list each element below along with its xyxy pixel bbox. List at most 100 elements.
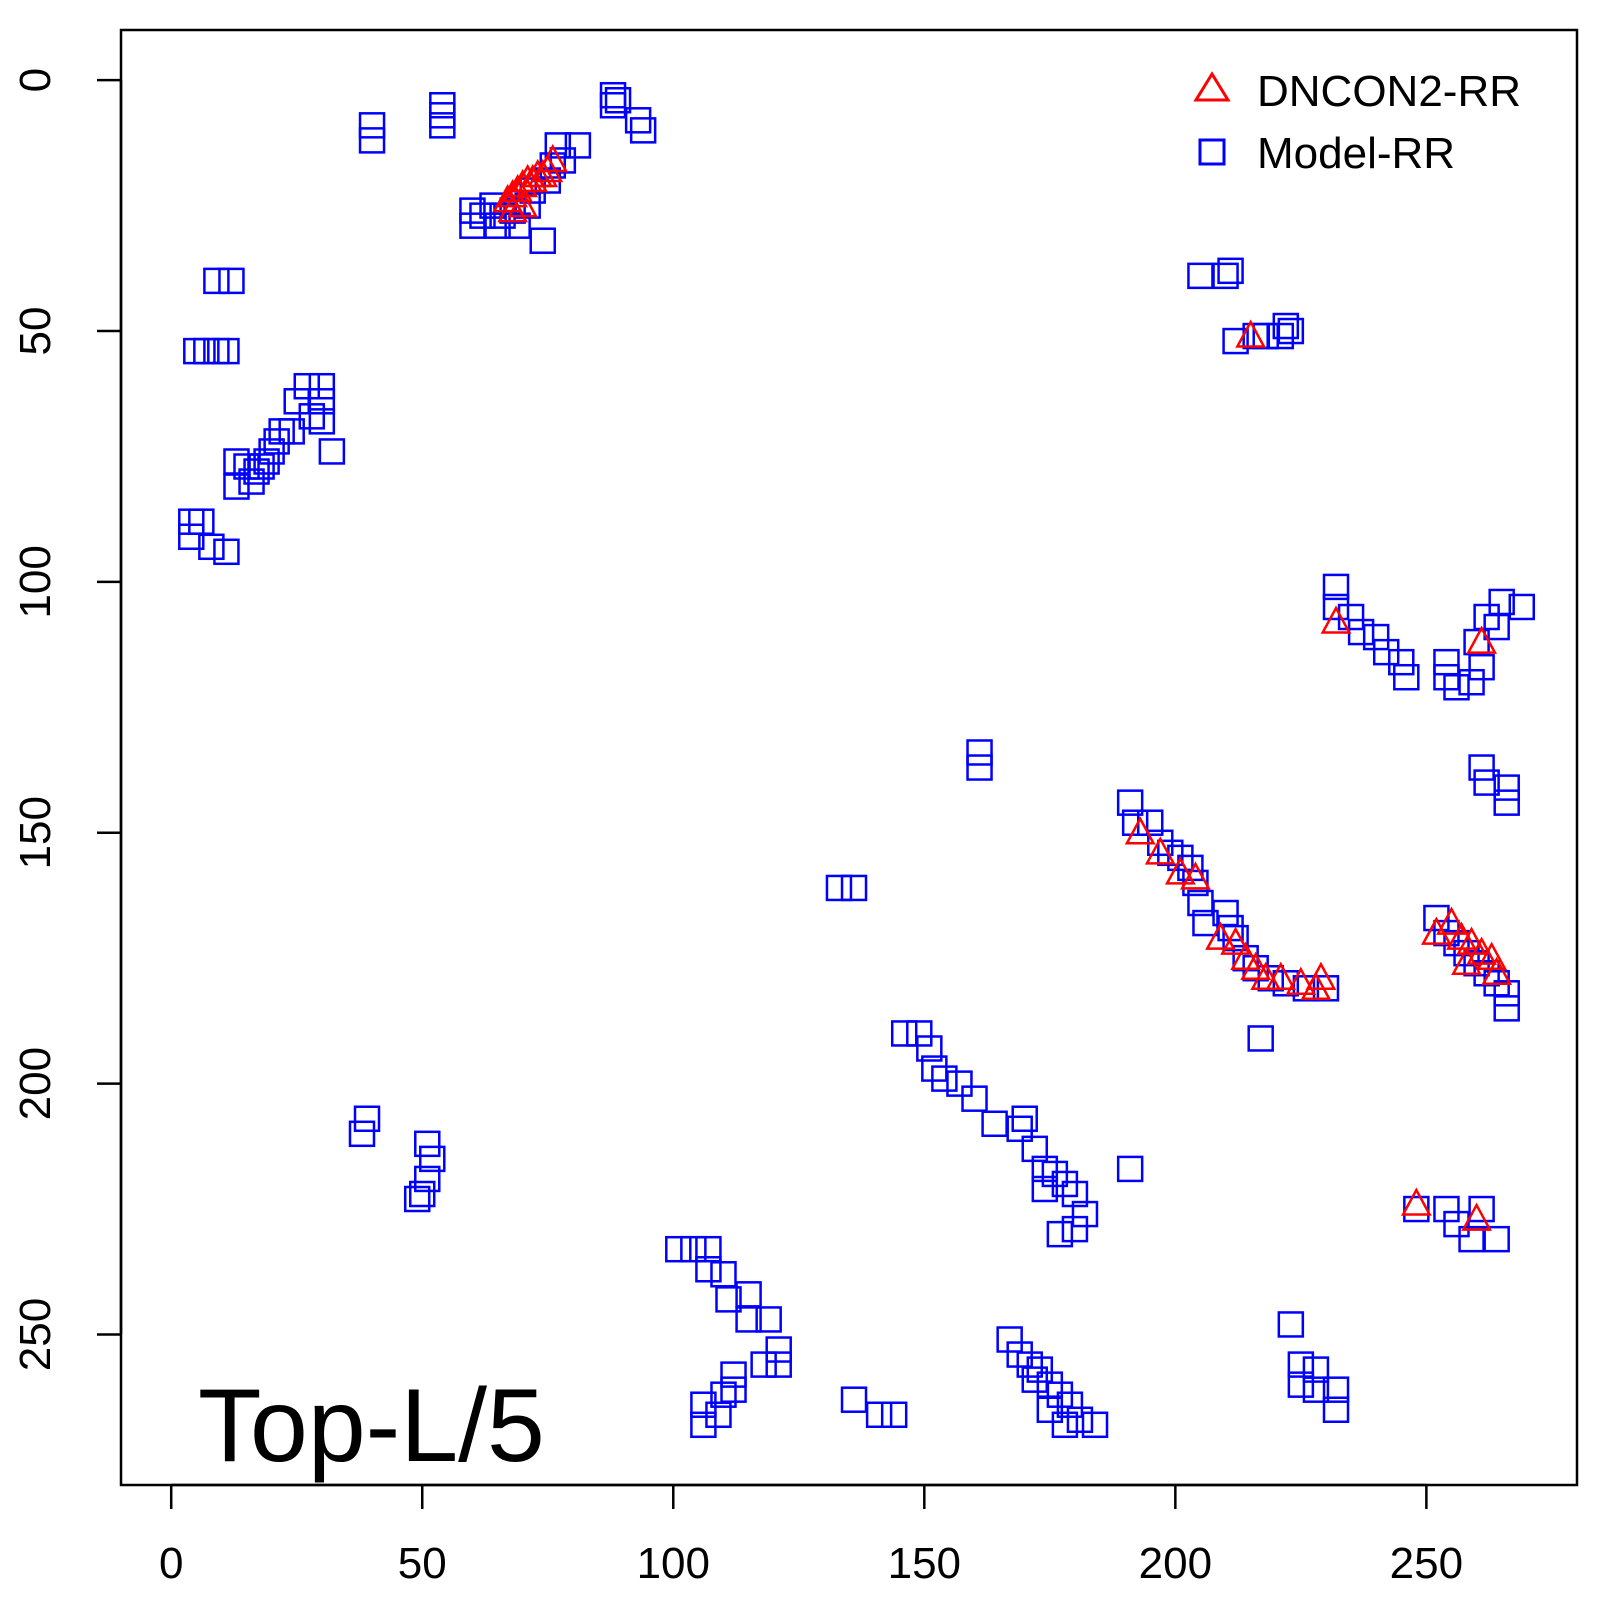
- dncon2-rr-point: [1205, 921, 1236, 950]
- model-rr-point: [599, 92, 627, 119]
- model-rr-point: [1021, 1366, 1049, 1393]
- model-rr-point: [1116, 1155, 1144, 1183]
- model-rr-point: [1443, 674, 1470, 701]
- model-rr-point: [1046, 1381, 1074, 1408]
- model-rr-point: [469, 202, 496, 229]
- x-tick-label: 100: [637, 1539, 710, 1588]
- dncon2-rr-point: [1305, 961, 1337, 991]
- plot-frame: [119, 28, 1579, 1487]
- model-rr-point: [1468, 653, 1495, 681]
- model-rr-point: [720, 1361, 747, 1388]
- model-rr-point: [1287, 1351, 1315, 1378]
- model-rr-point: [293, 372, 321, 400]
- model-rr-point: [348, 1120, 376, 1148]
- model-rr-point: [1443, 1210, 1470, 1238]
- model-rr-point: [1006, 1115, 1033, 1143]
- model-rr-point: [890, 1020, 918, 1047]
- model-rr-point: [419, 1145, 446, 1173]
- model-rr-point: [1016, 1351, 1043, 1378]
- dncon2-rr-point: [527, 158, 559, 188]
- model-rr-point: [1051, 1411, 1079, 1439]
- model-rr-point: [1322, 593, 1350, 621]
- model-rr-point: [1217, 257, 1244, 285]
- model-rr-point: [1157, 839, 1184, 867]
- model-rr-point: [735, 1306, 762, 1333]
- model-rr-point: [1458, 668, 1485, 696]
- dncon2-rr-point: [1230, 941, 1262, 970]
- model-rr-point: [1473, 769, 1500, 796]
- model-rr-point: [1167, 844, 1194, 872]
- model-rr-point: [529, 227, 556, 254]
- model-rr-point: [213, 538, 240, 566]
- model-rr-point: [1031, 1155, 1059, 1183]
- model-rr-point: [253, 448, 280, 475]
- model-rr-point: [1247, 1025, 1274, 1052]
- plot-annotation: Top-L/5: [198, 1368, 545, 1484]
- model-rr-point: [1322, 1376, 1350, 1403]
- model-rr-point: [765, 1351, 792, 1378]
- dncon2-rr-point: [517, 163, 549, 193]
- x-tick-label: 0: [159, 1539, 183, 1588]
- model-rr-point: [1036, 1396, 1064, 1423]
- model-rr-point: [1493, 980, 1520, 1007]
- dncon2-rr-point: [1456, 926, 1487, 955]
- model-rr-point: [765, 1336, 792, 1363]
- model-rr-point: [1322, 573, 1350, 601]
- legend-triangle-marker: [1193, 71, 1231, 102]
- legend: DNCON2-RR Model-RR: [1193, 67, 1521, 178]
- model-rr-point: [1081, 1411, 1109, 1439]
- dncon2-rr-point: [1421, 916, 1452, 945]
- model-rr-point: [1423, 904, 1450, 932]
- model-rr-point: [1212, 262, 1239, 290]
- model-rr-point: [1493, 789, 1520, 816]
- model-rr-point: [233, 453, 260, 480]
- dncon2-rr-point: [1466, 625, 1498, 654]
- y-tick-label: 250: [11, 1298, 60, 1371]
- x-tick-label: 250: [1390, 1539, 1463, 1588]
- model-rr-point: [1468, 1195, 1495, 1223]
- legend-label-model: Model-RR: [1257, 129, 1455, 178]
- model-rr-point: [1433, 663, 1460, 691]
- model-rr-point: [178, 523, 205, 550]
- dncon2-rr-point: [1144, 836, 1176, 865]
- model-rr-point: [1483, 1225, 1510, 1253]
- model-rr-point: [755, 1306, 782, 1333]
- dncon2-rr-point: [1400, 1187, 1432, 1216]
- model-rr-point: [680, 1235, 707, 1263]
- model-rr-point: [178, 508, 205, 535]
- model-rr-point: [720, 1376, 747, 1403]
- model-rr-point: [916, 1035, 943, 1062]
- model-rr-point: [358, 127, 386, 154]
- model-rr-point: [308, 388, 336, 415]
- model-rr-point: [308, 408, 336, 435]
- model-rr-point: [1066, 1406, 1094, 1434]
- model-rr-point: [1071, 1200, 1099, 1228]
- model-rr-point: [966, 739, 993, 766]
- model-rr-point: [1121, 809, 1149, 836]
- model-rr-point: [710, 1261, 737, 1288]
- model-rr-point: [298, 403, 326, 430]
- model-rr-point: [1011, 1105, 1038, 1132]
- model-rr-point: [1433, 1195, 1460, 1223]
- model-rr-point: [1488, 588, 1515, 616]
- dncon2-rr-point: [1235, 319, 1267, 348]
- model-rr-point: [203, 267, 230, 295]
- model-rr-point: [996, 1326, 1023, 1353]
- model-rr-point: [1433, 648, 1460, 676]
- model-rr-point: [353, 1105, 381, 1132]
- dncon2-rr-point: [1240, 951, 1272, 980]
- model-rr-point: [243, 458, 270, 485]
- model-rr-point: [710, 1381, 737, 1408]
- dncon2-rr-point: [497, 178, 529, 208]
- model-rr-point: [1322, 1396, 1350, 1423]
- model-rr-point: [1468, 754, 1495, 781]
- model-rr-point: [564, 132, 592, 159]
- model-rr-point: [414, 1130, 441, 1158]
- model-rr-point: [1388, 648, 1415, 676]
- model-rr-point: [690, 1391, 717, 1418]
- model-rr-point: [1046, 1220, 1074, 1248]
- dncon2-rr-point: [1285, 966, 1317, 996]
- model-rr-point: [429, 102, 456, 129]
- model-rr-point: [1021, 1135, 1049, 1163]
